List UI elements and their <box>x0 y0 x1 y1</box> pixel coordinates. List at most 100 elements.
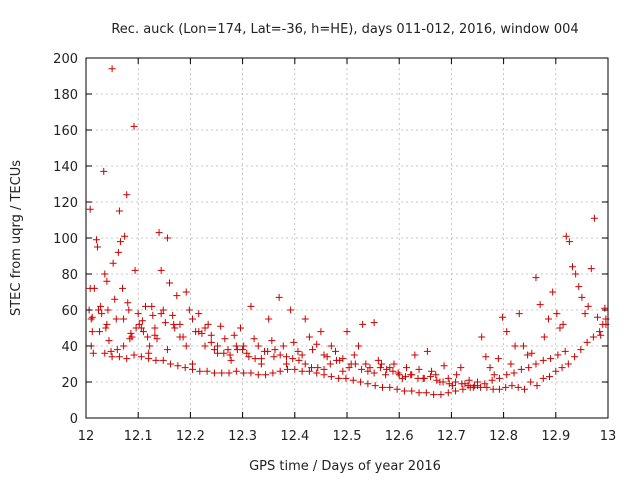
data-point <box>182 342 190 350</box>
data-point <box>305 333 313 341</box>
data-point <box>148 302 156 310</box>
data-point <box>577 346 585 354</box>
data-point <box>495 385 503 393</box>
data-point <box>114 248 122 256</box>
data-point <box>572 270 580 278</box>
data-point <box>254 371 262 379</box>
data-point <box>351 360 359 368</box>
data-point <box>124 299 132 307</box>
data-point <box>398 374 406 382</box>
data-point <box>477 383 485 391</box>
data-point <box>349 376 357 384</box>
data-point <box>587 265 595 273</box>
data-point <box>167 360 175 368</box>
data-point <box>457 364 465 372</box>
data-point <box>169 311 177 319</box>
data-point <box>433 376 441 384</box>
data-point <box>503 328 511 336</box>
data-point <box>323 353 331 361</box>
x-tick-label: 12.4 <box>280 429 309 444</box>
data-point <box>532 274 540 282</box>
data-point <box>123 355 131 363</box>
data-point <box>217 322 225 330</box>
data-point <box>111 295 119 303</box>
data-point <box>173 292 181 300</box>
data-point <box>364 367 372 375</box>
data-point <box>201 324 209 332</box>
data-point <box>101 349 109 357</box>
y-axis-label: STEC from uqrg / TECUs <box>9 160 24 316</box>
data-point <box>254 342 262 350</box>
data-point <box>440 362 448 370</box>
data-point <box>539 356 547 364</box>
data-point <box>279 342 287 350</box>
data-point <box>131 266 139 274</box>
data-point <box>89 349 97 357</box>
data-point <box>376 364 384 372</box>
data-point <box>101 270 109 278</box>
data-point <box>115 353 123 361</box>
data-point <box>227 356 235 364</box>
data-point <box>453 371 461 379</box>
data-point <box>276 367 284 375</box>
data-point <box>354 342 362 350</box>
data-point <box>282 360 290 368</box>
data-point <box>553 310 561 318</box>
data-point <box>326 360 334 368</box>
data-point <box>422 389 430 397</box>
data-point <box>359 320 367 328</box>
data-point <box>251 355 259 363</box>
data-point <box>342 374 350 382</box>
data-point <box>554 351 562 359</box>
data-point <box>536 301 544 309</box>
data-point <box>237 324 245 332</box>
data-point <box>495 374 503 382</box>
grid <box>86 58 608 418</box>
x-axis-label: GPS time / Days of year 2016 <box>249 459 441 474</box>
data-point <box>374 356 382 364</box>
x-tick-label: 13 <box>600 429 617 444</box>
data-point <box>524 351 532 359</box>
data-point <box>207 338 215 346</box>
data-point <box>289 355 297 363</box>
data-point <box>134 310 142 318</box>
data-point <box>430 391 438 399</box>
data-point <box>547 355 555 363</box>
data-point <box>517 365 525 373</box>
data-point <box>488 376 496 384</box>
x-tick-labels: 12 12.1 12.2 12.3 12.4 12.5 12.6 12.7 12.8 12.9 13 <box>78 429 617 444</box>
data-point <box>558 364 566 372</box>
data-point <box>294 347 302 355</box>
data-point <box>174 362 182 370</box>
data-point <box>546 373 554 381</box>
data-point <box>428 367 436 375</box>
data-point <box>240 342 248 350</box>
data-point <box>339 355 347 363</box>
data-point <box>490 371 498 379</box>
data-point <box>276 351 284 359</box>
data-point <box>137 353 145 361</box>
data-point <box>309 346 317 354</box>
data-point <box>176 333 184 341</box>
data-point <box>382 371 390 379</box>
data-point <box>264 347 272 355</box>
data-point <box>283 365 291 373</box>
data-point <box>139 328 147 336</box>
data-point <box>287 306 295 314</box>
data-point <box>195 328 203 336</box>
data-point <box>386 364 394 372</box>
data-point <box>562 232 570 240</box>
data-point <box>166 279 174 287</box>
data-point <box>420 374 428 382</box>
data-point <box>502 383 510 391</box>
data-point <box>465 376 473 384</box>
data-point <box>539 374 547 382</box>
data-point <box>415 365 423 373</box>
data-point <box>389 367 397 375</box>
data-point <box>120 342 128 350</box>
data-point <box>127 329 135 337</box>
data-point <box>439 378 447 386</box>
data-point <box>210 369 218 377</box>
data-point <box>364 380 372 388</box>
data-point <box>100 167 108 175</box>
